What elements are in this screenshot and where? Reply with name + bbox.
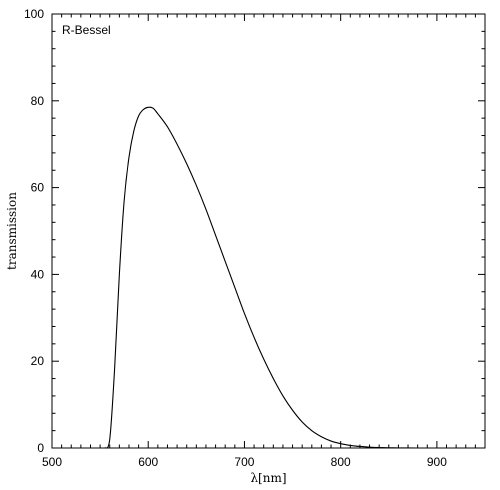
y-tick-label: 80 xyxy=(31,94,45,108)
series-line xyxy=(104,106,437,449)
plot-frame xyxy=(51,13,486,449)
x-tick-label: 500 xyxy=(42,455,62,469)
y-tick-label: 20 xyxy=(31,354,45,368)
y-tick-label: 0 xyxy=(37,441,44,455)
y-axis: 0 20 40 60 80 100 xyxy=(24,7,485,455)
y-axis-label: transmission xyxy=(5,192,19,270)
y-tick-label: 60 xyxy=(31,181,45,195)
x-axis-label: λ[nm] xyxy=(250,471,286,485)
x-axis: 500 600 700 800 900 xyxy=(42,14,486,469)
y-tick-label: 100 xyxy=(24,7,44,21)
plot-border xyxy=(51,13,486,449)
x-tick-label: 600 xyxy=(138,455,158,469)
series-layer xyxy=(104,106,437,449)
y-tick-label: 40 xyxy=(31,267,45,281)
x-tick-label: 900 xyxy=(427,455,447,469)
x-tick-label: 700 xyxy=(234,455,254,469)
legend-series-label: R-Bessel xyxy=(62,23,111,37)
x-tick-label: 800 xyxy=(331,455,351,469)
